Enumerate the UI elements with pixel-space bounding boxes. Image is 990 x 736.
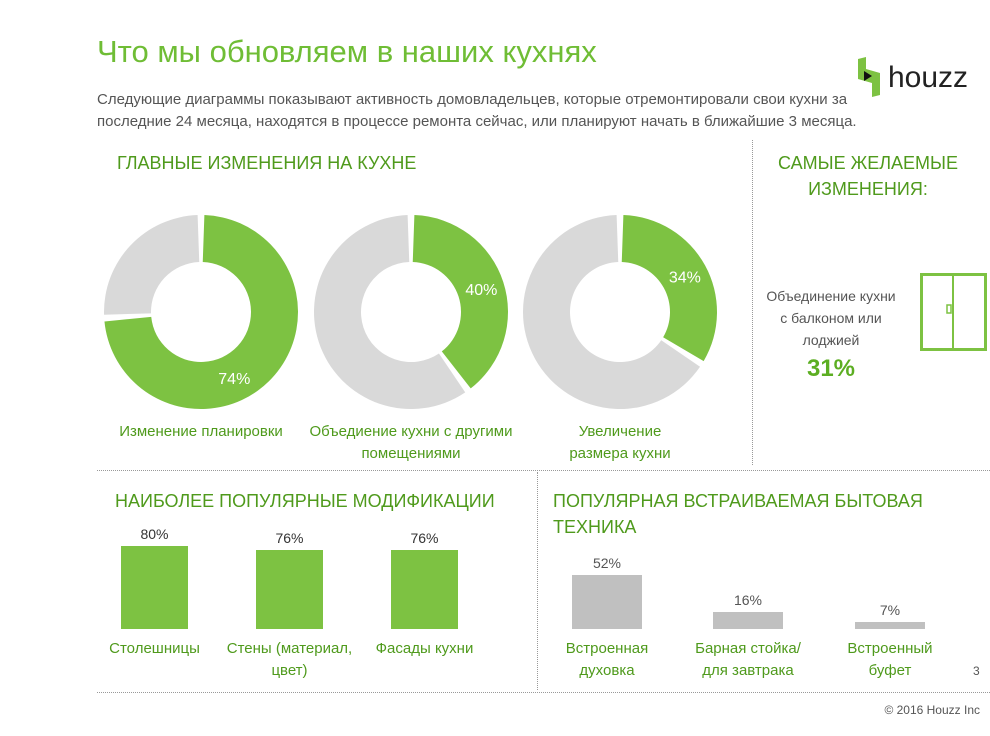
appliances-heading: ПОПУЛЯРНАЯ ВСТРАИВАЕМАЯ БЫТОВАЯ ТЕХНИКА [553, 488, 923, 540]
category-line: Встроенная [565, 640, 649, 657]
bar-category-label: Барная стойка/для завтрака [668, 638, 828, 682]
category-line: Фасады кухни [375, 640, 474, 657]
donut-chart: 74% [103, 215, 299, 409]
heading-line: САМЫЕ ЖЕЛАЕМЫЕ [778, 153, 958, 173]
category-line: буфет [868, 662, 912, 679]
label-line: Объединение кухни [766, 288, 896, 304]
bar [391, 549, 458, 629]
page-subtitle: Следующие диаграммы показывают активност… [97, 89, 857, 133]
bar [572, 574, 642, 629]
caption-line: Изменение планировки [119, 423, 283, 440]
bar-value-label: 16% [733, 592, 763, 609]
heading-line: ИЗМЕНЕНИЯ: [808, 179, 928, 199]
donut-value-label: 34% [669, 269, 701, 286]
bar-value-label: 76% [410, 529, 439, 546]
bar-category-label: Встроенная духовка [527, 638, 687, 682]
bar [713, 612, 783, 629]
donut-value-slice [412, 215, 508, 389]
category-line: цвет) [271, 662, 308, 679]
page-number: 3 [973, 664, 980, 678]
bar-category-label: Стены (материал, цвет) [210, 638, 370, 682]
bar [855, 621, 925, 629]
page-title: Что мы обновляем в наших кухнях [97, 34, 597, 69]
donut-value-label: 74% [218, 371, 250, 388]
desired-label: Объединение кухни с балконом или лоджией [752, 285, 910, 351]
caption-line: размера кухни [569, 445, 671, 462]
donut-caption: Объедиение кухни с другими помещениями [301, 421, 521, 465]
donut-chart: 34% [523, 215, 717, 409]
subtitle-line: Следующие диаграммы показывают активност… [97, 91, 848, 108]
bar-value-label: 52% [592, 554, 622, 571]
subtitle-line: последние 24 месяца, находятся в процесс… [97, 113, 857, 130]
copyright: © 2016 Houzz Inc [884, 703, 980, 717]
bar-value-label: 80% [140, 525, 169, 542]
donut-remainder-slice [523, 215, 701, 409]
donut-charts: 74% 40% 34% [103, 215, 717, 409]
caption-line: Объедиение кухни с другими [309, 423, 513, 440]
desired-value: 31% [806, 355, 856, 382]
divider [97, 692, 990, 693]
heading-line: ПОПУЛЯРНАЯ ВСТРАИВАЕМАЯ БЫТОВАЯ [553, 491, 923, 511]
bar-category-label: Фасады кухни [345, 638, 505, 660]
caption-line: помещениями [361, 445, 461, 462]
caption-line: Увеличение [578, 423, 662, 440]
label-line: лоджией [802, 332, 860, 348]
donut-value-slice [104, 215, 299, 409]
category-line: духовка [579, 662, 635, 679]
donut-value-slice [621, 215, 717, 362]
category-line: Встроенный [847, 640, 933, 657]
divider [97, 470, 990, 471]
donut-caption: Увеличение размера кухни [510, 421, 730, 465]
bar-category-label: Столешницы [75, 638, 235, 660]
donut-remainder-slice [103, 215, 200, 315]
main-changes-heading: ГЛАВНЫЕ ИЗМЕНЕНИЯ НА КУХНЕ [117, 153, 417, 173]
svg-text:houzz: houzz [888, 61, 968, 94]
bar-value-label: 7% [879, 601, 901, 618]
bar-category-label: Встроенный буфет [810, 638, 970, 682]
modifications-heading: НАИБОЛЕЕ ПОПУЛЯРНЫЕ МОДИФИКАЦИИ [115, 491, 495, 511]
bar-value-label: 76% [275, 529, 304, 546]
donut-chart: 40% [314, 215, 508, 409]
desired-heading: САМЫЕ ЖЕЛАЕМЫЕ ИЗМЕНЕНИЯ: [760, 150, 976, 202]
houzz-logo: houzz [856, 57, 986, 102]
donut-remainder-slice [314, 215, 466, 409]
heading-line: ТЕХНИКА [553, 517, 637, 537]
bar [256, 549, 323, 629]
category-line: Барная стойка/ [695, 640, 801, 657]
donut-value-label: 40% [465, 282, 497, 299]
divider [537, 472, 538, 690]
divider [752, 140, 753, 465]
category-line: для завтрака [702, 662, 794, 679]
category-line: Столешницы [109, 640, 200, 657]
bar [121, 545, 188, 629]
sliding-door-icon [920, 273, 987, 351]
donut-caption: Изменение планировки [91, 421, 311, 443]
houzz-logo-icon: houzz [858, 57, 968, 97]
label-line: с балконом или [780, 310, 882, 326]
category-line: Стены (материал, [226, 640, 353, 657]
